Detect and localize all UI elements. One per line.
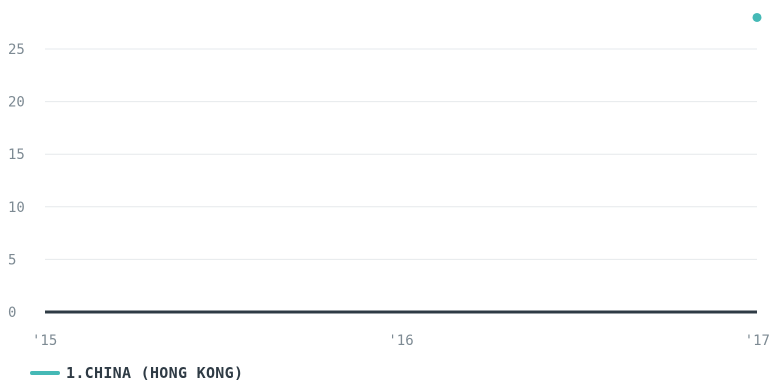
y-tick-label: 25 bbox=[8, 42, 25, 58]
y-tick-label: 5 bbox=[8, 252, 16, 268]
data-point[interactable] bbox=[752, 12, 762, 22]
x-axis: '15 '16 '17 bbox=[32, 333, 770, 349]
chart-area: 0 5 10 15 20 25 '15 '16 '17 bbox=[8, 12, 770, 349]
legend-swatch bbox=[30, 371, 60, 375]
legend-label: 1.CHINA (HONG KONG) bbox=[66, 364, 244, 382]
x-tick-label: '17 bbox=[745, 333, 770, 349]
legend: 1.CHINA (HONG KONG) bbox=[30, 364, 243, 382]
y-tick-label: 15 bbox=[8, 147, 25, 163]
y-tick-label: 20 bbox=[8, 95, 25, 111]
y-tick-label: 10 bbox=[8, 200, 25, 216]
grid-layer bbox=[45, 48, 757, 314]
x-tick-label: '16 bbox=[388, 333, 413, 349]
x-tick-label: '15 bbox=[32, 333, 57, 349]
series-layer bbox=[752, 12, 762, 22]
y-tick-label: 0 bbox=[8, 305, 16, 321]
y-axis: 0 5 10 15 20 25 bbox=[8, 42, 25, 321]
